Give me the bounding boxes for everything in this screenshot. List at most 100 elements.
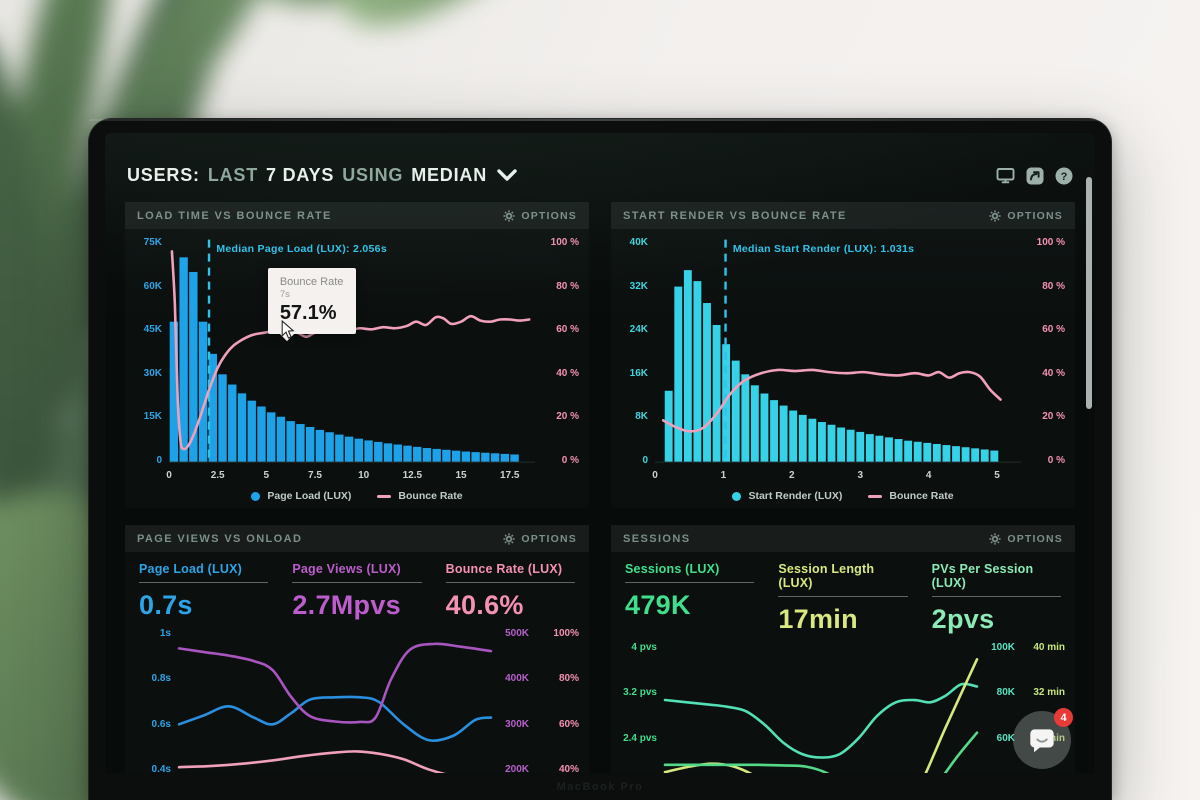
gear-icon bbox=[989, 209, 1001, 222]
axis-tick-pair: 80K 32 min bbox=[996, 687, 1065, 699]
load-time-chart: 75K 60K 45K 30K 15K 0 Median Page Load (LUX):… bbox=[125, 229, 589, 484]
axis-tick: 32K bbox=[629, 280, 648, 292]
series-line bbox=[179, 644, 491, 723]
axis-tick: 2.4 pvs bbox=[623, 732, 657, 744]
panel-sessions: SESSIONS OPTIONS Sessions (LUX) 479K Ses… bbox=[611, 525, 1075, 773]
panel-title: START RENDER VS BOUNCE RATE bbox=[623, 209, 847, 222]
axis-tick-pair: 400K 80% bbox=[505, 673, 579, 685]
panel-title: LOAD TIME VS BOUNCE RATE bbox=[137, 209, 332, 222]
header-last-label: LAST bbox=[207, 165, 259, 185]
metric-rule bbox=[445, 582, 575, 583]
laptop-brand-label: MacBook Pro bbox=[556, 781, 644, 793]
chat-bubble-icon bbox=[1030, 729, 1054, 753]
axis-tick: 8K bbox=[635, 411, 648, 423]
chart-plot-area[interactable]: Median Page Load (LUX): 2.056s Bounce Ra… bbox=[169, 238, 535, 466]
options-button[interactable]: OPTIONS bbox=[989, 533, 1063, 545]
axis-tick: 40K bbox=[629, 237, 648, 248]
chart-plot-area[interactable] bbox=[179, 629, 491, 773]
legend-dash-marker bbox=[377, 494, 392, 498]
laptop: USERS: LAST 7 DAYS USING MEDIAN ? bbox=[88, 118, 1112, 800]
axis-tick: 60 % bbox=[556, 324, 579, 336]
tooltip-title: Bounce Rate bbox=[279, 275, 344, 288]
axis-tick: 2 bbox=[789, 470, 795, 481]
chart-tooltip: Bounce Rate 7s 57.1% bbox=[267, 267, 357, 334]
share-icon[interactable] bbox=[1026, 167, 1044, 185]
legend-item[interactable]: Page Load (LUX) bbox=[251, 490, 351, 502]
axis-tick: 20 % bbox=[1042, 411, 1065, 423]
legend-item[interactable]: Bounce Rate bbox=[377, 490, 463, 502]
legend-dot-marker bbox=[732, 491, 742, 501]
metric-label: Sessions (LUX) bbox=[625, 562, 720, 576]
chart-legend: Page Load (LUX) Bounce Rate bbox=[125, 484, 589, 508]
axis-tick: 0 bbox=[156, 454, 162, 466]
options-button[interactable]: OPTIONS bbox=[503, 533, 577, 545]
plant-leaf bbox=[320, 0, 550, 50]
panel-page-views: PAGE VIEWS VS ONLOAD OPTIONS Page Load (… bbox=[125, 525, 589, 773]
notification-badge: 4 bbox=[1054, 708, 1073, 727]
options-button[interactable]: OPTIONS bbox=[503, 210, 577, 222]
axis-tick: 12.5 bbox=[402, 470, 423, 481]
axis-tick: 3 bbox=[857, 470, 863, 481]
y-axis-right: 100 % 80 % 60 % 40 % 20 % 0 % bbox=[535, 238, 579, 466]
legend-item[interactable]: Start Render (LUX) bbox=[732, 490, 842, 502]
options-button[interactable]: OPTIONS bbox=[989, 210, 1063, 222]
series-line bbox=[665, 733, 977, 773]
header-range-label: 7 DAYS bbox=[266, 165, 335, 185]
scrollbar-thumb[interactable] bbox=[1086, 177, 1092, 409]
axis-tick: 100 % bbox=[550, 237, 579, 248]
svg-text:?: ? bbox=[1061, 171, 1068, 183]
axis-tick: 3.2 pvs bbox=[623, 687, 657, 699]
screen: USERS: LAST 7 DAYS USING MEDIAN ? bbox=[105, 133, 1095, 773]
mouse-cursor bbox=[281, 320, 295, 339]
legend-item[interactable]: Bounce Rate bbox=[868, 490, 954, 502]
header-users-label: USERS: bbox=[127, 165, 200, 185]
y-axis-left: 75K 60K 45K 30K 15K 0 bbox=[135, 238, 169, 466]
display-icon[interactable] bbox=[996, 167, 1015, 184]
gear-icon bbox=[503, 209, 515, 222]
axis-tick: 20 % bbox=[556, 411, 579, 423]
axis-tick: 0 bbox=[642, 454, 648, 466]
panel-start-render: START RENDER VS BOUNCE RATE OPTIONS 40K 3… bbox=[611, 202, 1075, 508]
metric-label: Page Views (LUX) bbox=[292, 562, 401, 576]
metric-rule bbox=[931, 596, 1061, 597]
axis-tick: 80 % bbox=[1042, 280, 1065, 292]
axis-tick: 100 % bbox=[1036, 237, 1065, 248]
chevron-down-icon[interactable] bbox=[497, 168, 517, 186]
messenger-button[interactable]: 4 bbox=[1013, 708, 1073, 769]
y-axis-left: 40K 32K 24K 16K 8K 0 bbox=[621, 238, 655, 466]
legend-dot-marker bbox=[251, 491, 261, 501]
axis-tick: 17.5 bbox=[499, 470, 520, 481]
metric-session-length: Session Length (LUX) 17min bbox=[778, 562, 908, 635]
metric-value: 0.7s bbox=[139, 590, 193, 620]
axis-tick: 4 pvs bbox=[631, 642, 657, 653]
series-line bbox=[179, 697, 491, 741]
chart-plot-area[interactable]: Median Start Render (LUX): 1.031s bbox=[655, 238, 1021, 466]
panel-load-time: LOAD TIME VS BOUNCE RATE OPTIONS 75K 60K 4… bbox=[125, 202, 589, 508]
median-label: Median Start Render (LUX): 1.031s bbox=[732, 243, 915, 255]
gear-icon bbox=[989, 532, 1001, 545]
metric-label: Page Load (LUX) bbox=[139, 562, 243, 576]
metric-value: 2.7Mpvs bbox=[292, 590, 401, 620]
axis-tick: 30K bbox=[143, 367, 162, 379]
median-label: Median Page Load (LUX): 2.056s bbox=[216, 243, 387, 255]
metric-value: 40.6% bbox=[445, 590, 524, 620]
metric-rule bbox=[139, 582, 269, 583]
start-render-chart: 40K 32K 24K 16K 8K 0 Median Start Render (LUX… bbox=[611, 229, 1075, 484]
legend-dash-marker bbox=[868, 494, 883, 498]
dashboard-grid: LOAD TIME VS BOUNCE RATE OPTIONS 75K 60K 4… bbox=[105, 202, 1095, 773]
x-axis: 0 1 2 3 4 5 bbox=[652, 466, 1021, 484]
dashboard-header: USERS: LAST 7 DAYS USING MEDIAN ? bbox=[105, 133, 1095, 202]
axis-tick: 5 bbox=[994, 470, 1000, 481]
axis-tick: 4 bbox=[925, 470, 932, 481]
help-icon[interactable]: ? bbox=[1055, 167, 1073, 185]
tooltip-value: 57.1% bbox=[279, 301, 337, 324]
chart-plot-area[interactable] bbox=[665, 643, 977, 773]
axis-tick: 0.4s bbox=[151, 763, 171, 773]
axis-tick: 0 bbox=[652, 470, 658, 481]
axis-tick: 0 % bbox=[1047, 454, 1065, 466]
axis-tick: 0.8s bbox=[151, 673, 171, 685]
metric-page-views: Page Views (LUX) 2.7Mpvs bbox=[292, 562, 422, 621]
axis-tick-pair: 500K 100% bbox=[505, 628, 579, 639]
header-using-label: USING bbox=[342, 165, 404, 185]
